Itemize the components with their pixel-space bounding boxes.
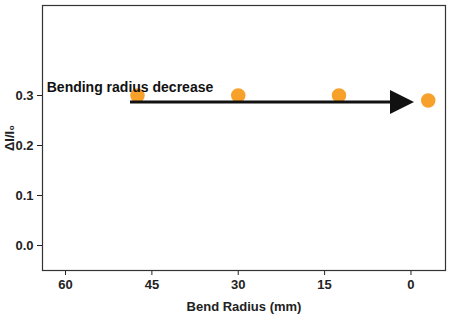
svg-text:45: 45 (145, 277, 159, 292)
svg-text:Bending radius decrease: Bending radius decrease (47, 79, 214, 95)
svg-text:0.1: 0.1 (15, 188, 33, 203)
svg-text:30: 30 (231, 277, 245, 292)
svg-text:60: 60 (58, 277, 72, 292)
svg-text:ΔI/I₀: ΔI/I₀ (2, 125, 17, 151)
svg-text:15: 15 (317, 277, 331, 292)
svg-text:0.2: 0.2 (15, 138, 33, 153)
svg-text:Bend Radius (mm): Bend Radius (mm) (187, 299, 302, 314)
svg-text:0.3: 0.3 (15, 88, 33, 103)
svg-text:0: 0 (407, 277, 414, 292)
svg-text:0.0: 0.0 (15, 238, 33, 253)
